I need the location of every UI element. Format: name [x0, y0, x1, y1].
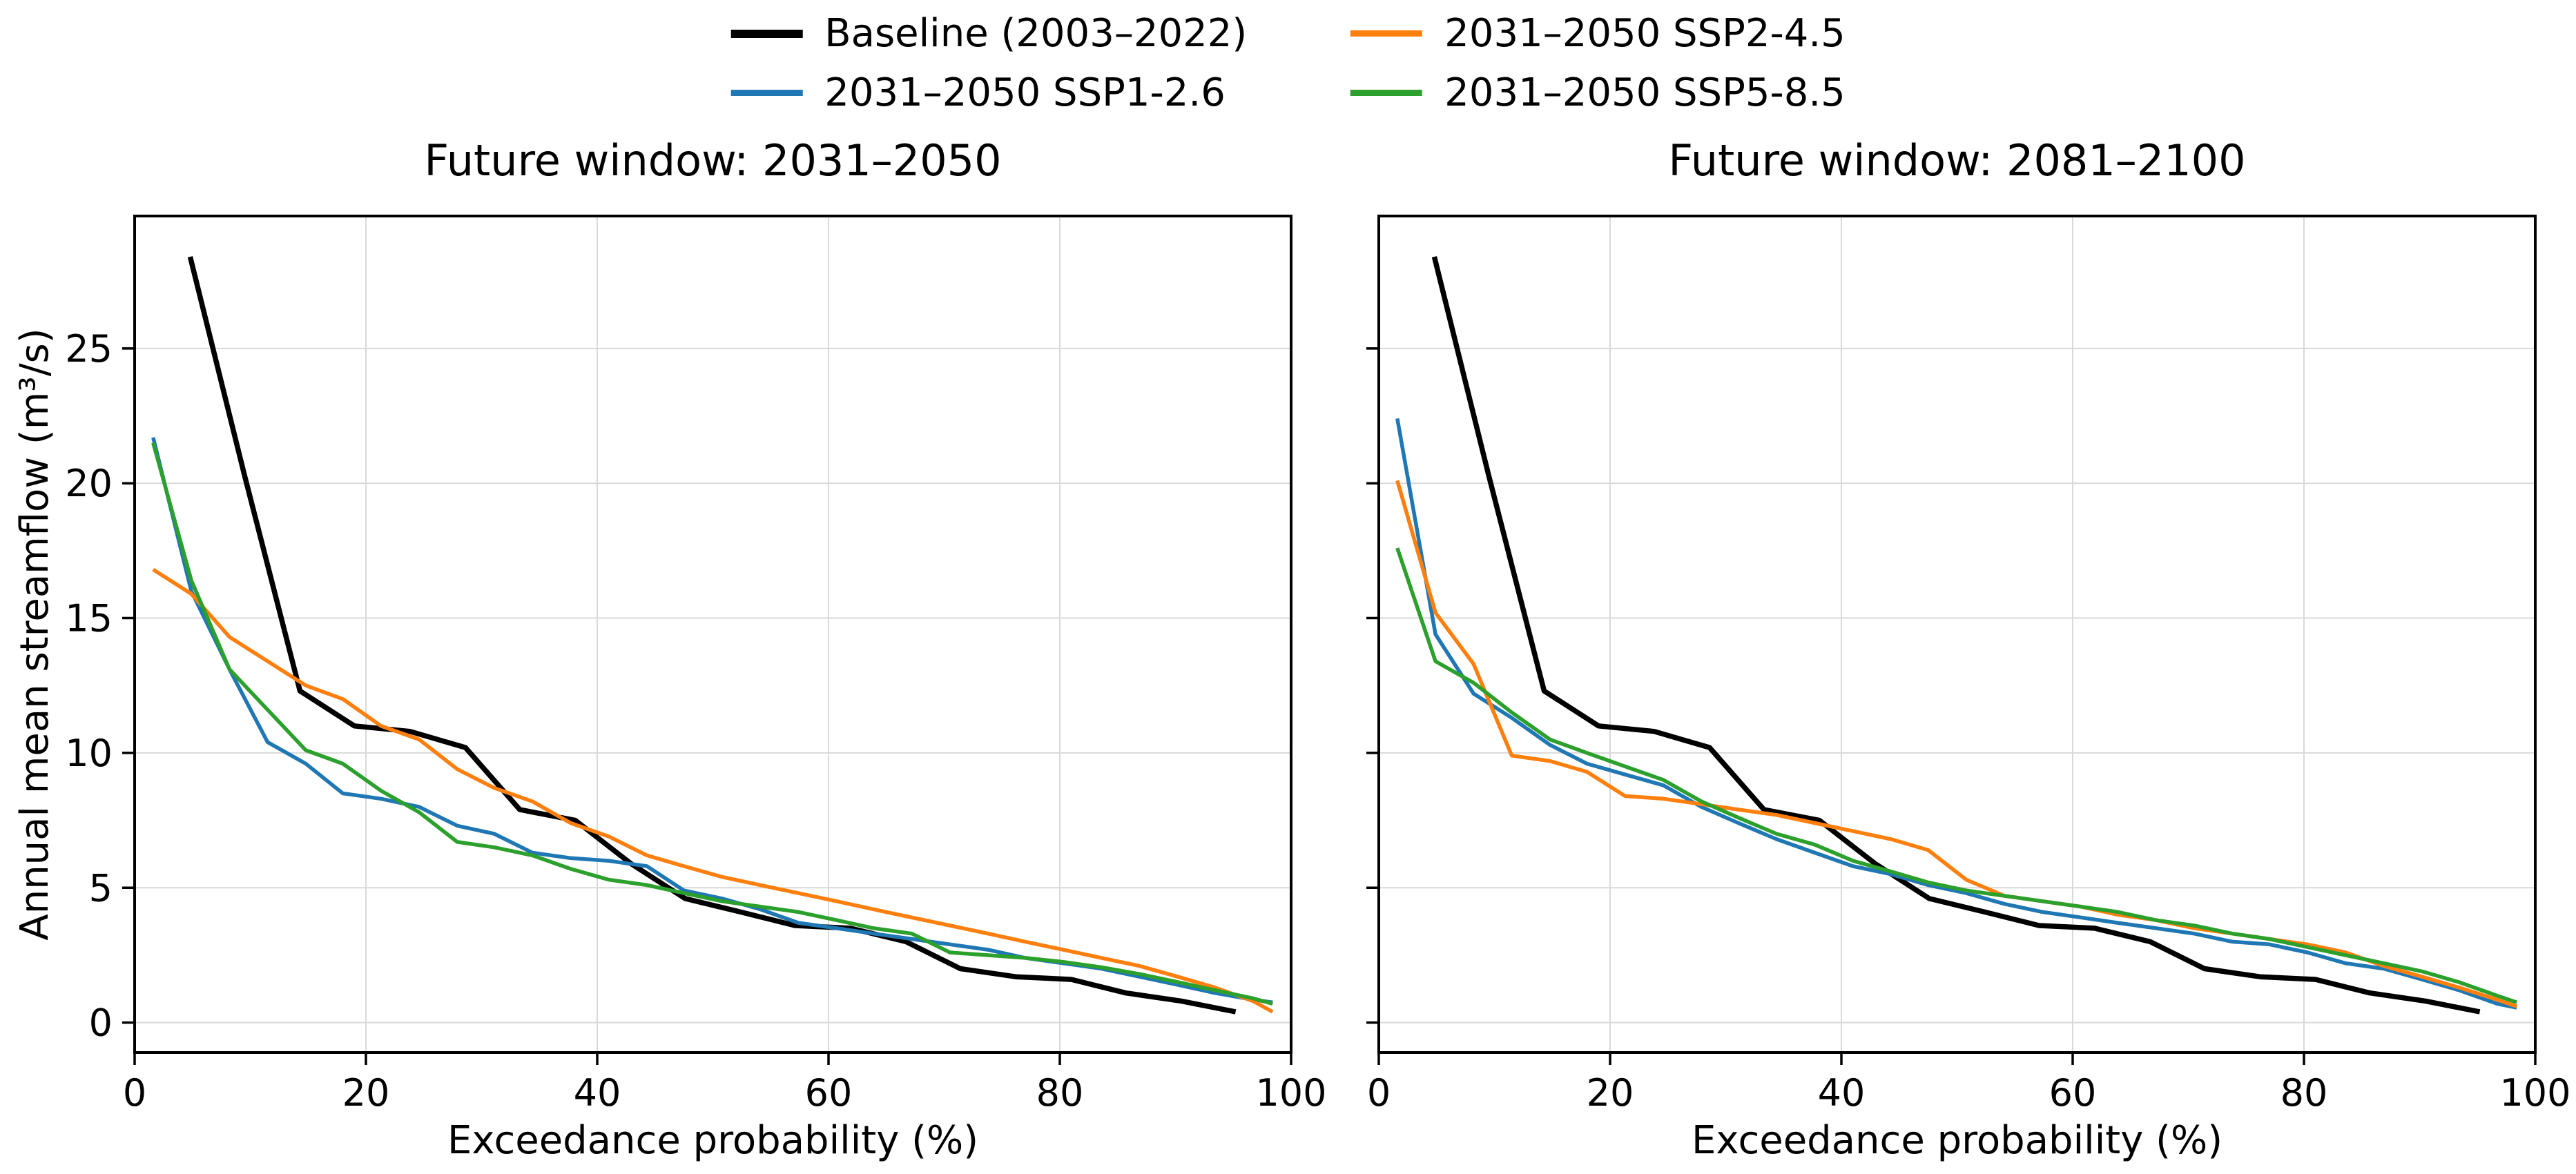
ssp585-line-swatch-icon [1350, 89, 1423, 96]
series-group [1395, 256, 2518, 1015]
y-tick-label: 15 [65, 597, 113, 640]
x-tick-label: 40 [1818, 1071, 1866, 1115]
ssp245-line-swatch-icon [1350, 30, 1423, 37]
x-tick-label: 100 [2499, 1071, 2570, 1115]
baseline-line-swatch-icon [730, 29, 803, 38]
series-line-2 [152, 567, 1274, 1014]
left-x-axis-label: Exceedance probability (%) [447, 1118, 979, 1163]
y-tick-label: 5 [89, 866, 113, 910]
legend-label-ssp126: 2031–2050 SSP1-2.6 [824, 70, 1226, 115]
x-tick-label: 0 [123, 1071, 146, 1115]
x-tick-label: 0 [1367, 1071, 1391, 1115]
series-line-1 [1395, 418, 2517, 1010]
right-panel-title: Future window: 2081–2100 [1668, 135, 2246, 186]
legend-label-baseline: Baseline (2003–2022) [824, 11, 1248, 56]
x-tick-label: 60 [2049, 1071, 2097, 1115]
series-group [151, 256, 1274, 1015]
legend: Baseline (2003–2022) 2031–2050 SSP1-2.6 … [730, 12, 1846, 114]
y-tick-label: 0 [89, 1001, 113, 1045]
panel-1: 0 20 40 60 80 100 [1366, 215, 2571, 1115]
x-tick-label: 80 [2280, 1071, 2328, 1115]
legend-label-ssp245: 2031–2050 SSP2-4.5 [1444, 11, 1846, 56]
series-line-0 [187, 256, 1237, 1015]
left-panel-title: Future window: 2031–2050 [424, 135, 1002, 186]
legend-item-ssp245: 2031–2050 SSP2-4.5 [1350, 12, 1846, 55]
legend-item-ssp585: 2031–2050 SSP5-8.5 [1350, 70, 1846, 115]
x-tick-label: 20 [1587, 1071, 1634, 1115]
axes-spines [1377, 215, 2537, 1054]
series-line-2 [1395, 480, 2518, 1008]
right-x-axis-label: Exceedance probability (%) [1691, 1118, 2223, 1163]
y-tick-label: 25 [65, 327, 113, 371]
ssp126-line-swatch-icon [730, 89, 803, 96]
x-tick-label: 100 [1255, 1071, 1326, 1115]
y-tick-label: 10 [65, 732, 113, 775]
axes-spines [133, 215, 1292, 1054]
series-line-0 [1431, 256, 2481, 1015]
x-tick-label: 20 [342, 1071, 390, 1115]
x-tick-label: 80 [1036, 1071, 1084, 1115]
legend-label-ssp585: 2031–2050 SSP5-8.5 [1444, 70, 1846, 115]
y-tick-label: 20 [65, 462, 113, 505]
series-line-1 [151, 437, 1273, 1005]
x-tick-label: 40 [574, 1071, 621, 1115]
legend-item-ssp126: 2031–2050 SSP1-2.6 [730, 70, 1247, 115]
legend-item-baseline: Baseline (2003–2022) [730, 12, 1247, 55]
x-tick-label: 60 [805, 1071, 853, 1115]
series-line-3 [1395, 547, 2518, 1004]
panel-0: 0 20 40 60 80 100 0 5 10 15 20 25 [65, 215, 1327, 1115]
series-line-3 [151, 442, 1273, 1006]
